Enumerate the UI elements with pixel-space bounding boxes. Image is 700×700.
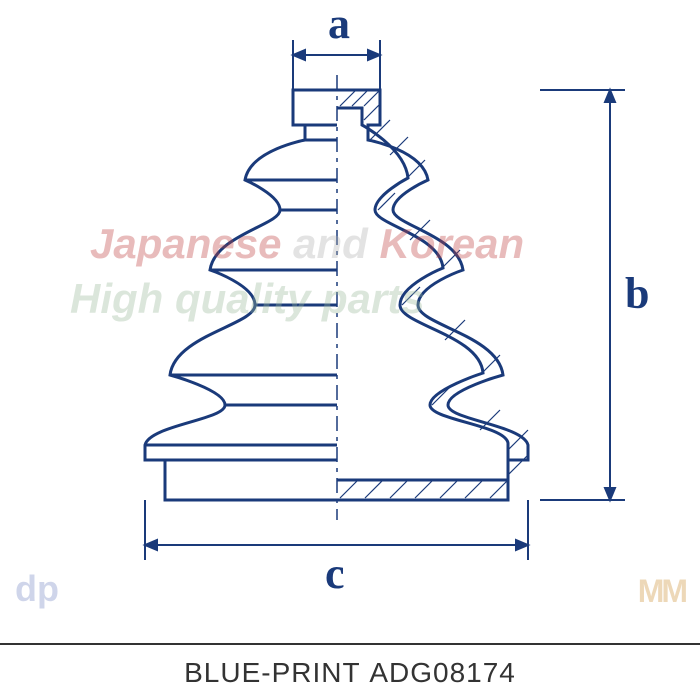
dim-label-b: b [625, 268, 649, 319]
watermark-line2: High quality parts [70, 275, 425, 323]
dim-label-a: a [328, 0, 350, 49]
footer-brand: BLUE-PRINT [184, 657, 360, 689]
corner-mark-left: dp [15, 568, 59, 610]
footer-bar: BLUE-PRINT ADG08174 [0, 643, 700, 700]
footer-part-number: ADG08174 [369, 657, 516, 689]
watermark-japanese: Japanese [90, 220, 281, 267]
watermark-korean: Korean [379, 220, 524, 267]
watermark-line1: Japanese and Korean [90, 220, 524, 268]
dim-label-c: c [325, 548, 345, 599]
watermark-and: and [281, 220, 379, 267]
page-container: a b c Japanese and Korean High quality p… [0, 0, 700, 700]
corner-mark-right: MM [638, 573, 685, 610]
